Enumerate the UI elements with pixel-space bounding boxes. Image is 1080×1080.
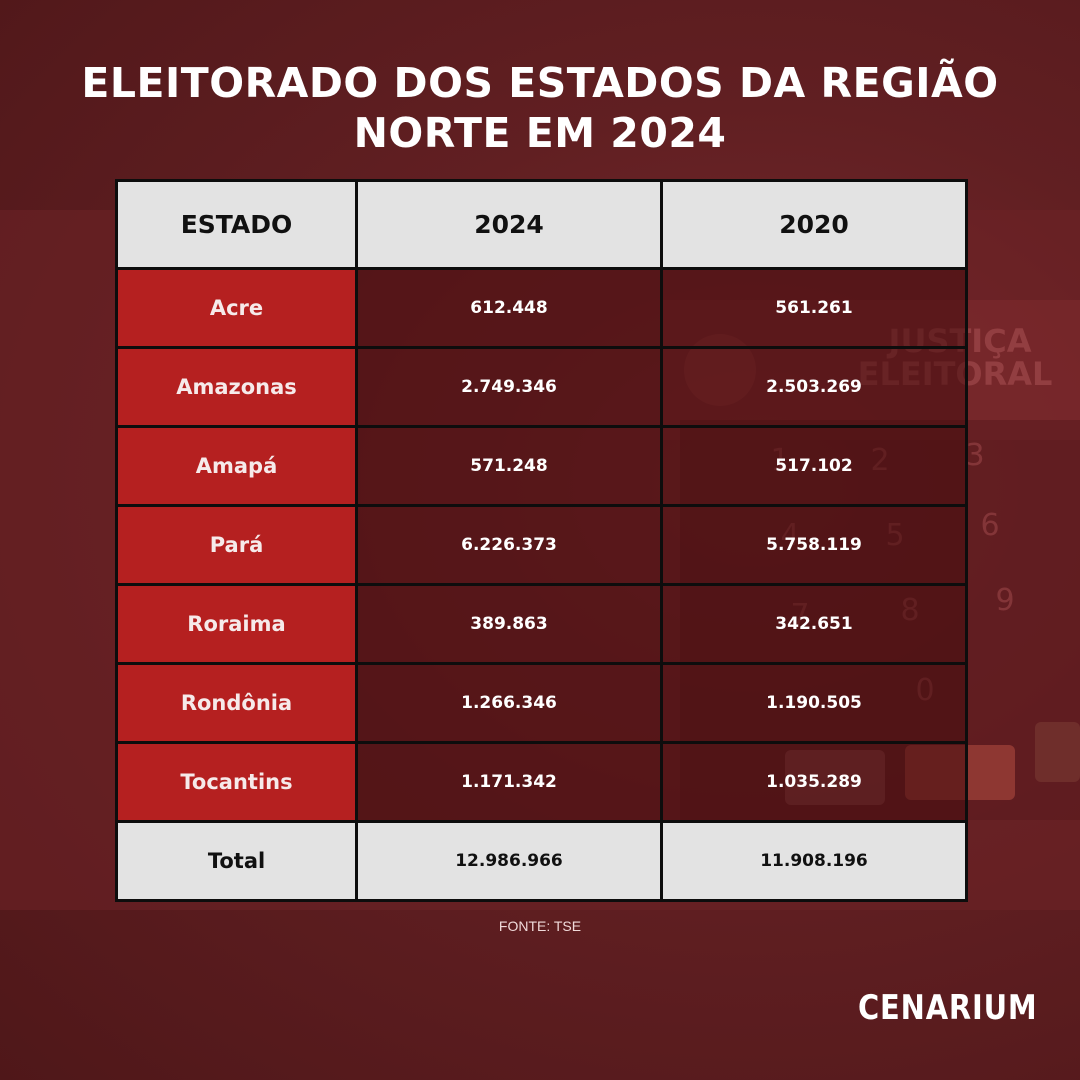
total-row: Total 12.986.966 11.908.196 (115, 820, 968, 902)
table-row: Tocantins 1.171.342 1.035.289 (115, 741, 968, 823)
green-key (1035, 722, 1080, 782)
column-header-2024: 2024 (355, 179, 663, 270)
keypad-key-3: 3 (965, 438, 984, 473)
data-table: ESTADO 2024 2020 Acre 612.448 561.261 Am… (115, 179, 968, 902)
state-cell: Roraima (115, 583, 358, 665)
column-header-2020: 2020 (660, 179, 968, 270)
value-2020-cell: 517.102 (660, 425, 968, 507)
value-2024-cell: 1.171.342 (355, 741, 663, 823)
source-note: FONTE: TSE (498, 918, 582, 934)
table-row: Amapá 571.248 517.102 (115, 425, 968, 507)
value-2024-cell: 571.248 (355, 425, 663, 507)
value-2024-cell: 389.863 (355, 583, 663, 665)
keypad-key-6: 6 (980, 508, 999, 543)
state-cell: Pará (115, 504, 358, 586)
table-row: Pará 6.226.373 5.758.119 (115, 504, 968, 586)
table-row: Acre 612.448 561.261 (115, 267, 968, 349)
value-2024-cell: 1.266.346 (355, 662, 663, 744)
value-2020-cell: 2.503.269 (660, 346, 968, 428)
page-title: ELEITORADO DOS ESTADOS DA REGIÃO NORTE E… (81, 59, 999, 157)
table-header-row: ESTADO 2024 2020 (115, 179, 968, 270)
total-label: Total (115, 820, 358, 902)
value-2024-cell: 2.749.346 (355, 346, 663, 428)
value-2020-cell: 1.190.505 (660, 662, 968, 744)
table-row: Rondônia 1.266.346 1.190.505 (115, 662, 968, 744)
value-2024-cell: 612.448 (355, 267, 663, 349)
table-row: Roraima 389.863 342.651 (115, 583, 968, 665)
total-2020: 11.908.196 (660, 820, 968, 902)
value-2020-cell: 561.261 (660, 267, 968, 349)
state-cell: Acre (115, 267, 358, 349)
state-cell: Tocantins (115, 741, 358, 823)
value-2020-cell: 342.651 (660, 583, 968, 665)
value-2024-cell: 6.226.373 (355, 504, 663, 586)
value-2020-cell: 5.758.119 (660, 504, 968, 586)
table-row: Amazonas 2.749.346 2.503.269 (115, 346, 968, 428)
column-header-estado: ESTADO (115, 179, 358, 270)
brand-logo: CENARIUM (858, 988, 1038, 1028)
total-2024: 12.986.966 (355, 820, 663, 902)
state-cell: Rondônia (115, 662, 358, 744)
value-2020-cell: 1.035.289 (660, 741, 968, 823)
state-cell: Amazonas (115, 346, 358, 428)
state-cell: Amapá (115, 425, 358, 507)
keypad-key-9: 9 (995, 583, 1014, 618)
